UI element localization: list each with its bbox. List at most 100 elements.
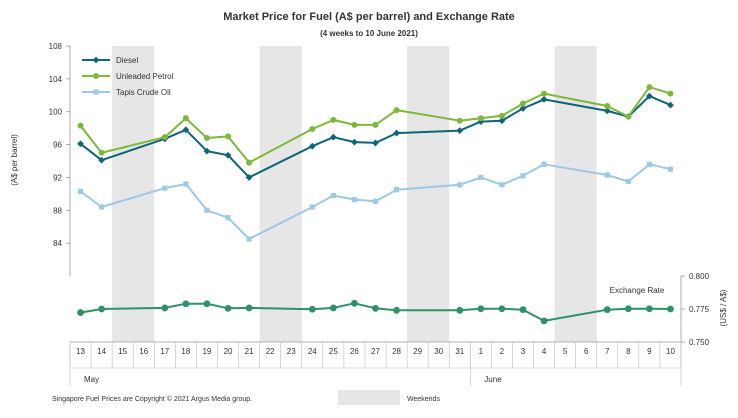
- x-tick-label: 17: [160, 347, 169, 356]
- y2-tick-label: 0.800: [689, 272, 710, 281]
- data-point-unleaded-petrol: [625, 113, 632, 120]
- data-point-tapis-crude-oil: [393, 187, 400, 193]
- data-point-exchange-rate: [477, 305, 485, 313]
- x-tick-label: 8: [626, 347, 631, 356]
- x-tick-label: 14: [97, 347, 106, 356]
- data-point-exchange-rate: [667, 305, 674, 313]
- data-point-diesel: [203, 147, 211, 155]
- y-tick-label: 100: [49, 108, 63, 117]
- data-point-unleaded-petrol: [646, 84, 653, 91]
- data-point-tapis-crude-oil: [667, 166, 674, 172]
- x-tick-label: 2: [500, 347, 505, 356]
- x-tick-label: 24: [308, 347, 317, 356]
- y-tick-label: 104: [49, 75, 63, 84]
- data-point-exchange-rate: [540, 317, 548, 325]
- chart-subtitle: (4 weeks to 10 June 2021): [320, 29, 418, 38]
- data-point-exchange-rate: [393, 306, 400, 314]
- exchange-rate-label: Exchange Rate: [610, 286, 665, 295]
- x-tick-label: 6: [584, 347, 589, 356]
- data-point-tapis-crude-oil: [225, 215, 231, 221]
- data-point-unleaded-petrol: [330, 116, 337, 123]
- data-point-unleaded-petrol: [372, 121, 379, 128]
- data-point-tapis-crude-oil: [499, 182, 505, 188]
- x-tick-label: 1: [479, 347, 484, 356]
- data-point-tapis-crude-oil: [99, 204, 105, 210]
- x-tick-label: 15: [118, 347, 127, 356]
- data-point-diesel: [645, 92, 653, 100]
- x-tick-label: 21: [245, 347, 254, 356]
- data-point-unleaded-petrol: [246, 159, 253, 166]
- data-point-tapis-crude-oil: [351, 197, 358, 203]
- legend: Diesel Unleaded Petrol Tapis Crude Oil: [82, 56, 174, 97]
- data-point-unleaded-petrol: [203, 135, 210, 141]
- data-point-exchange-rate: [498, 305, 506, 313]
- data-point-tapis-crude-oil: [204, 207, 210, 213]
- x-tick-label: 29: [413, 347, 422, 356]
- x-tick-label: 25: [329, 347, 338, 356]
- x-tick-label: 19: [202, 347, 211, 356]
- x-tick-label: 30: [434, 347, 443, 356]
- data-point-unleaded-petrol: [98, 149, 105, 156]
- data-point-exchange-rate: [161, 304, 169, 312]
- x-tick-label: 23: [287, 347, 296, 356]
- x-tick-label: 3: [521, 347, 526, 356]
- data-point-tapis-crude-oil: [309, 204, 315, 210]
- data-point-diesel: [329, 133, 337, 141]
- x-tick-label: 4: [542, 347, 547, 356]
- x-tick-label: 16: [139, 347, 148, 356]
- month-label: May: [84, 375, 99, 384]
- data-point-unleaded-petrol: [477, 115, 484, 122]
- legend-label: Diesel: [116, 56, 138, 65]
- weekend-band: [554, 46, 597, 342]
- data-point-tapis-crude-oil: [93, 89, 99, 95]
- x-tick-label: 28: [392, 347, 401, 356]
- x-tick-label: 7: [605, 347, 610, 356]
- data-point-diesel: [308, 142, 316, 150]
- y2-tick-label: 0.775: [689, 305, 710, 314]
- month-label: June: [484, 375, 502, 384]
- series-lines: [77, 84, 674, 325]
- y-tick-label: 92: [53, 173, 62, 182]
- data-point-exchange-rate: [351, 299, 358, 307]
- x-tick-label: 9: [647, 347, 652, 356]
- y2-tick-label: 0.750: [689, 338, 710, 347]
- x-tick-label: 13: [76, 347, 85, 356]
- x-tick-label: 31: [455, 347, 464, 356]
- legend-label: Tapis Crude Oil: [116, 88, 171, 97]
- data-point-tapis-crude-oil: [162, 185, 168, 191]
- data-point-tapis-crude-oil: [646, 161, 652, 167]
- data-point-diesel: [667, 101, 674, 109]
- data-point-diesel: [245, 174, 253, 181]
- data-point-diesel: [224, 151, 232, 159]
- data-point-tapis-crude-oil: [457, 182, 463, 188]
- x-tick-label: 22: [266, 347, 275, 356]
- data-point-diesel: [77, 140, 84, 148]
- data-point-tapis-crude-oil: [330, 192, 336, 199]
- data-point-unleaded-petrol: [351, 121, 358, 128]
- data-point-diesel: [92, 56, 100, 64]
- data-point-unleaded-petrol: [541, 90, 548, 97]
- data-point-diesel: [519, 105, 527, 112]
- data-point-exchange-rate: [98, 305, 106, 313]
- x-tick-label: 20: [224, 347, 233, 356]
- data-point-tapis-crude-oil: [604, 172, 610, 178]
- weekend-bands: [112, 46, 597, 342]
- data-point-unleaded-petrol: [456, 117, 463, 124]
- data-point-unleaded-petrol: [498, 112, 505, 119]
- data-point-unleaded-petrol: [182, 115, 189, 122]
- data-point-diesel: [603, 107, 611, 115]
- weekend-band: [259, 46, 302, 342]
- data-point-diesel: [372, 139, 379, 147]
- data-point-exchange-rate: [519, 306, 527, 314]
- data-point-tapis-crude-oil: [372, 198, 379, 204]
- data-point-exchange-rate: [182, 300, 190, 308]
- x-tick-label: 27: [371, 347, 380, 356]
- data-point-tapis-crude-oil: [625, 178, 631, 185]
- y-tick-label: 88: [53, 206, 62, 215]
- y-tick-label: 84: [53, 239, 62, 248]
- data-point-unleaded-petrol: [93, 73, 99, 79]
- data-point-exchange-rate: [224, 304, 232, 312]
